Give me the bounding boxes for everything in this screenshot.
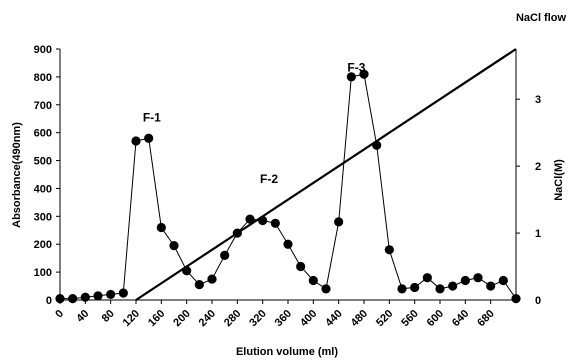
peak-label: F-3 [347, 60, 365, 74]
x-tick-label: 280 [222, 308, 243, 329]
y-tick-label: 600 [34, 128, 52, 140]
x-axis-title: Elution volume (ml) [236, 346, 338, 358]
absorbance-point [68, 294, 78, 304]
absorbance-point [473, 273, 483, 283]
x-tick-label: 680 [475, 308, 496, 329]
x-tick-label: 40 [74, 308, 91, 325]
x-tick-label: 320 [247, 308, 268, 329]
y-tick-label: 500 [34, 156, 52, 168]
absorbance-point [220, 250, 230, 260]
nacl-gradient-line [135, 48, 517, 301]
absorbance-point [384, 245, 394, 255]
y2-axis-title: NaCl(M) [553, 159, 565, 201]
absorbance-point [245, 214, 255, 224]
y-tick-label: 700 [34, 100, 52, 112]
absorbance-point [334, 217, 344, 227]
absorbance-point [131, 136, 141, 146]
y-tick-label: 900 [34, 44, 52, 56]
absorbance-point [346, 72, 356, 82]
y2-tick-label: 0 [535, 295, 541, 307]
absorbance-point [435, 284, 445, 294]
peak-label: F-2 [260, 172, 278, 186]
absorbance-point [194, 280, 204, 290]
x-tick-label: 200 [171, 308, 192, 329]
absorbance-point [207, 274, 217, 284]
absorbance-point [93, 291, 103, 301]
absorbance-point [118, 288, 128, 298]
y-tick-label: 300 [34, 211, 52, 223]
absorbance-point [283, 239, 293, 249]
y-tick-label: 800 [34, 72, 52, 84]
y-tick-label: 100 [34, 267, 52, 279]
absorbance-point [80, 292, 90, 302]
absorbance-point [498, 275, 508, 286]
y-tick-label: 0 [46, 295, 52, 307]
x-tick-label: 120 [121, 308, 142, 329]
y2-tick-label: 1 [535, 228, 541, 240]
absorbance-point [397, 284, 407, 294]
absorbance-point [296, 261, 306, 272]
y-tick-label: 400 [34, 183, 52, 195]
plot-area: 0 100 200 300 400 500 600 700 800 900 0 1 2 3 0 40 80 120… [34, 44, 541, 329]
x-tick-label: 240 [197, 308, 218, 329]
x-tick-label: 400 [298, 308, 319, 329]
y-tick-label: 200 [34, 239, 52, 251]
absorbance-point [486, 281, 496, 291]
absorbance-point [270, 218, 280, 228]
absorbance-point [410, 282, 420, 293]
absorbance-point [511, 294, 521, 304]
absorbance-point [156, 222, 166, 233]
y-axis-title: Absorbance(490nm) [11, 122, 23, 228]
x-tick-label: 440 [323, 308, 344, 329]
absorbance-point [460, 275, 470, 286]
peak-label: F-1 [143, 111, 161, 125]
absorbance-point [321, 284, 331, 294]
x-tick-label: 600 [425, 308, 446, 329]
x-tick-label: 360 [273, 308, 294, 329]
absorbance-point [448, 281, 458, 291]
absorbance-point [308, 275, 318, 286]
x-tick-label: 640 [450, 308, 471, 329]
chart-title: NaCl flow [516, 12, 567, 24]
absorbance-point [422, 273, 432, 283]
absorbance-point [144, 133, 154, 143]
y2-tick-label: 3 [535, 94, 541, 106]
absorbance-point [359, 69, 369, 79]
y2-tick-label: 2 [535, 161, 541, 173]
x-tick-label: 520 [374, 308, 395, 329]
absorbance-point [55, 294, 65, 304]
x-tick-label: 560 [399, 308, 420, 329]
absorbance-point [106, 289, 116, 300]
x-tick-label: 160 [146, 308, 167, 329]
x-tick-label: 80 [100, 308, 117, 325]
absorbance-point [169, 241, 179, 251]
x-tick-label: 480 [349, 308, 370, 329]
x-tick-label: 0 [53, 308, 66, 321]
absorbance-line [60, 73, 517, 300]
